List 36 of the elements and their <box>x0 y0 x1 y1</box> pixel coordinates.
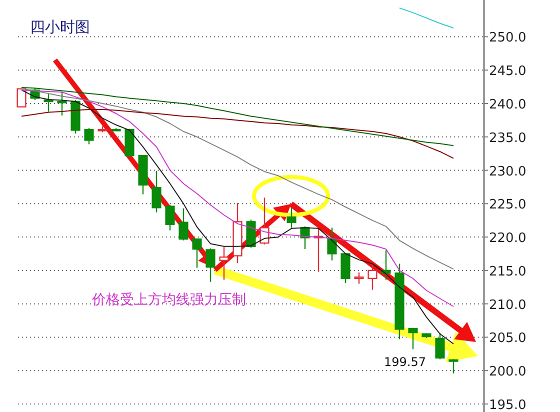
y-tick-label: 205.0 <box>489 331 526 346</box>
y-tick-label: 210.0 <box>489 298 526 313</box>
y-tick-label: 230.0 <box>489 164 526 180</box>
candlestick <box>192 238 202 268</box>
candlestick <box>408 327 418 350</box>
line-series <box>21 109 454 159</box>
candlestick <box>368 264 378 290</box>
y-tick-label: 195.0 <box>489 398 526 412</box>
y-tick-label: 225.0 <box>489 198 526 213</box>
candlestick <box>260 197 270 245</box>
y-tick-label: 215.0 <box>489 264 526 280</box>
candlestick <box>84 128 94 145</box>
y-tick-label: 200.0 <box>489 364 526 380</box>
y-tick-label: 240.0 <box>489 98 526 112</box>
candlestick <box>206 248 216 282</box>
candlestick <box>57 92 67 116</box>
y-tick-label: 235.0 <box>489 130 526 146</box>
candlestick <box>44 94 54 112</box>
annotation: 价格受上方均线强力压制 <box>91 292 246 308</box>
candlestick <box>152 170 162 213</box>
y-tick-label: 245.0 <box>489 64 526 80</box>
candlestick <box>435 332 445 360</box>
line-series <box>399 8 454 28</box>
candlestick <box>286 207 296 228</box>
candlestick <box>165 204 175 231</box>
line-series <box>21 88 454 270</box>
candlestick <box>178 208 188 241</box>
candlestick <box>219 246 229 280</box>
annotation: 199.57 <box>384 355 426 369</box>
y-tick-label: 250.0 <box>489 30 526 46</box>
candlestick <box>354 272 364 284</box>
text: 四小时图 <box>30 18 90 36</box>
candlestick <box>327 227 337 262</box>
y-tick-label: 220.0 <box>489 231 526 246</box>
candlestick <box>448 358 458 374</box>
line-series <box>21 87 454 146</box>
